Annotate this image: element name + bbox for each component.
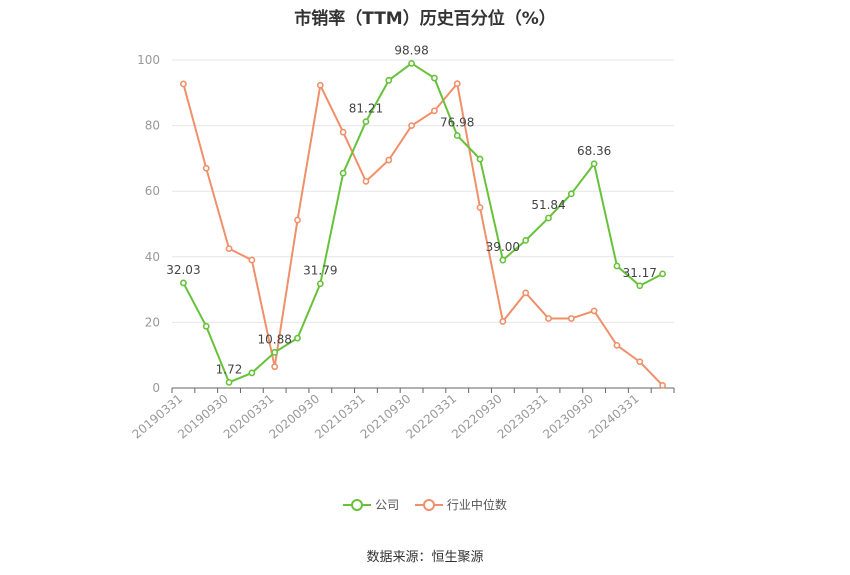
data-point-1: [522, 289, 530, 297]
data-point-1: [385, 156, 393, 164]
legend-label-company: 公司: [375, 498, 400, 512]
y-tick-label: 20: [145, 315, 160, 329]
data-point-0: [180, 279, 187, 287]
data-point-0: [590, 160, 598, 168]
data-point-0: [248, 369, 256, 377]
y-tick-label: 60: [145, 184, 160, 198]
data-point-1: [476, 204, 484, 211]
y-tick-label: 100: [137, 53, 160, 67]
data-point-1: [453, 80, 461, 88]
data-label: 10.88: [258, 332, 292, 346]
x-tick-label: 20240331: [586, 392, 642, 442]
data-point-0: [316, 280, 324, 288]
legend-item-company[interactable]: 公司: [343, 496, 399, 513]
legend-label-industry-median: 行业中位数: [446, 498, 507, 512]
data-label: 39.00: [486, 240, 520, 254]
data-point-0: [339, 169, 347, 177]
data-point-1: [499, 318, 507, 325]
data-point-1: [545, 315, 552, 322]
data-source: 数据来源：恒生聚源: [366, 550, 484, 565]
data-point-0: [271, 348, 279, 356]
data-point-1: [271, 363, 279, 371]
data-point-1: [408, 122, 415, 129]
data-point-0: [385, 76, 393, 84]
data-point-1: [362, 177, 370, 185]
data-label: 1.72: [216, 362, 243, 376]
legend-item-industry-median[interactable]: 行业中位数: [414, 496, 507, 513]
chart-legend: 公司 行业中位数: [0, 496, 850, 515]
data-point-0: [545, 214, 552, 222]
data-point-0: [522, 236, 530, 244]
data-label: 31.17: [623, 266, 657, 280]
data-point-0: [636, 282, 644, 290]
chart-title: 市销率（TTM）历史百分位（%）: [294, 9, 556, 29]
line-chart: 0204060801002019033120190930202003312020…: [130, 43, 675, 442]
y-tick-label: 0: [152, 381, 160, 395]
data-point-1: [339, 128, 347, 136]
legend-swatch-company: [343, 498, 372, 512]
data-point-0: [476, 155, 484, 163]
data-point-0: [431, 74, 438, 82]
data-label: 98.98: [394, 43, 428, 57]
data-point-1: [294, 216, 301, 224]
data-point-1: [613, 341, 621, 349]
legend-swatch-industry-median: [414, 498, 443, 512]
data-point-1: [225, 245, 233, 252]
data-point-0: [613, 262, 621, 270]
data-label: 68.36: [577, 144, 611, 158]
data-point-1: [431, 107, 438, 115]
data-label: 32.03: [166, 263, 200, 277]
data-point-0: [362, 118, 370, 126]
data-point-0: [567, 190, 575, 198]
data-point-1: [590, 307, 598, 315]
data-label: 51.84: [531, 198, 565, 212]
data-point-1: [202, 164, 210, 172]
data-point-1: [567, 315, 575, 322]
data-point-0: [408, 59, 415, 67]
data-label: 31.79: [303, 264, 337, 278]
data-point-0: [453, 132, 461, 139]
data-point-0: [225, 378, 233, 386]
data-point-1: [659, 381, 666, 389]
data-point-1: [248, 256, 256, 264]
data-point-0: [499, 256, 507, 264]
data-point-1: [636, 358, 644, 366]
series-line-1: [182, 82, 664, 387]
data-point-1: [316, 81, 324, 89]
data-point-0: [202, 322, 210, 330]
data-label: 81.21: [349, 102, 383, 116]
y-tick-label: 80: [145, 119, 160, 133]
data-label: 76.98: [440, 116, 474, 130]
y-tick-label: 40: [145, 250, 160, 264]
series-line-0: [182, 62, 664, 384]
data-point-0: [294, 334, 301, 342]
data-point-1: [180, 80, 187, 88]
data-point-0: [659, 270, 666, 278]
